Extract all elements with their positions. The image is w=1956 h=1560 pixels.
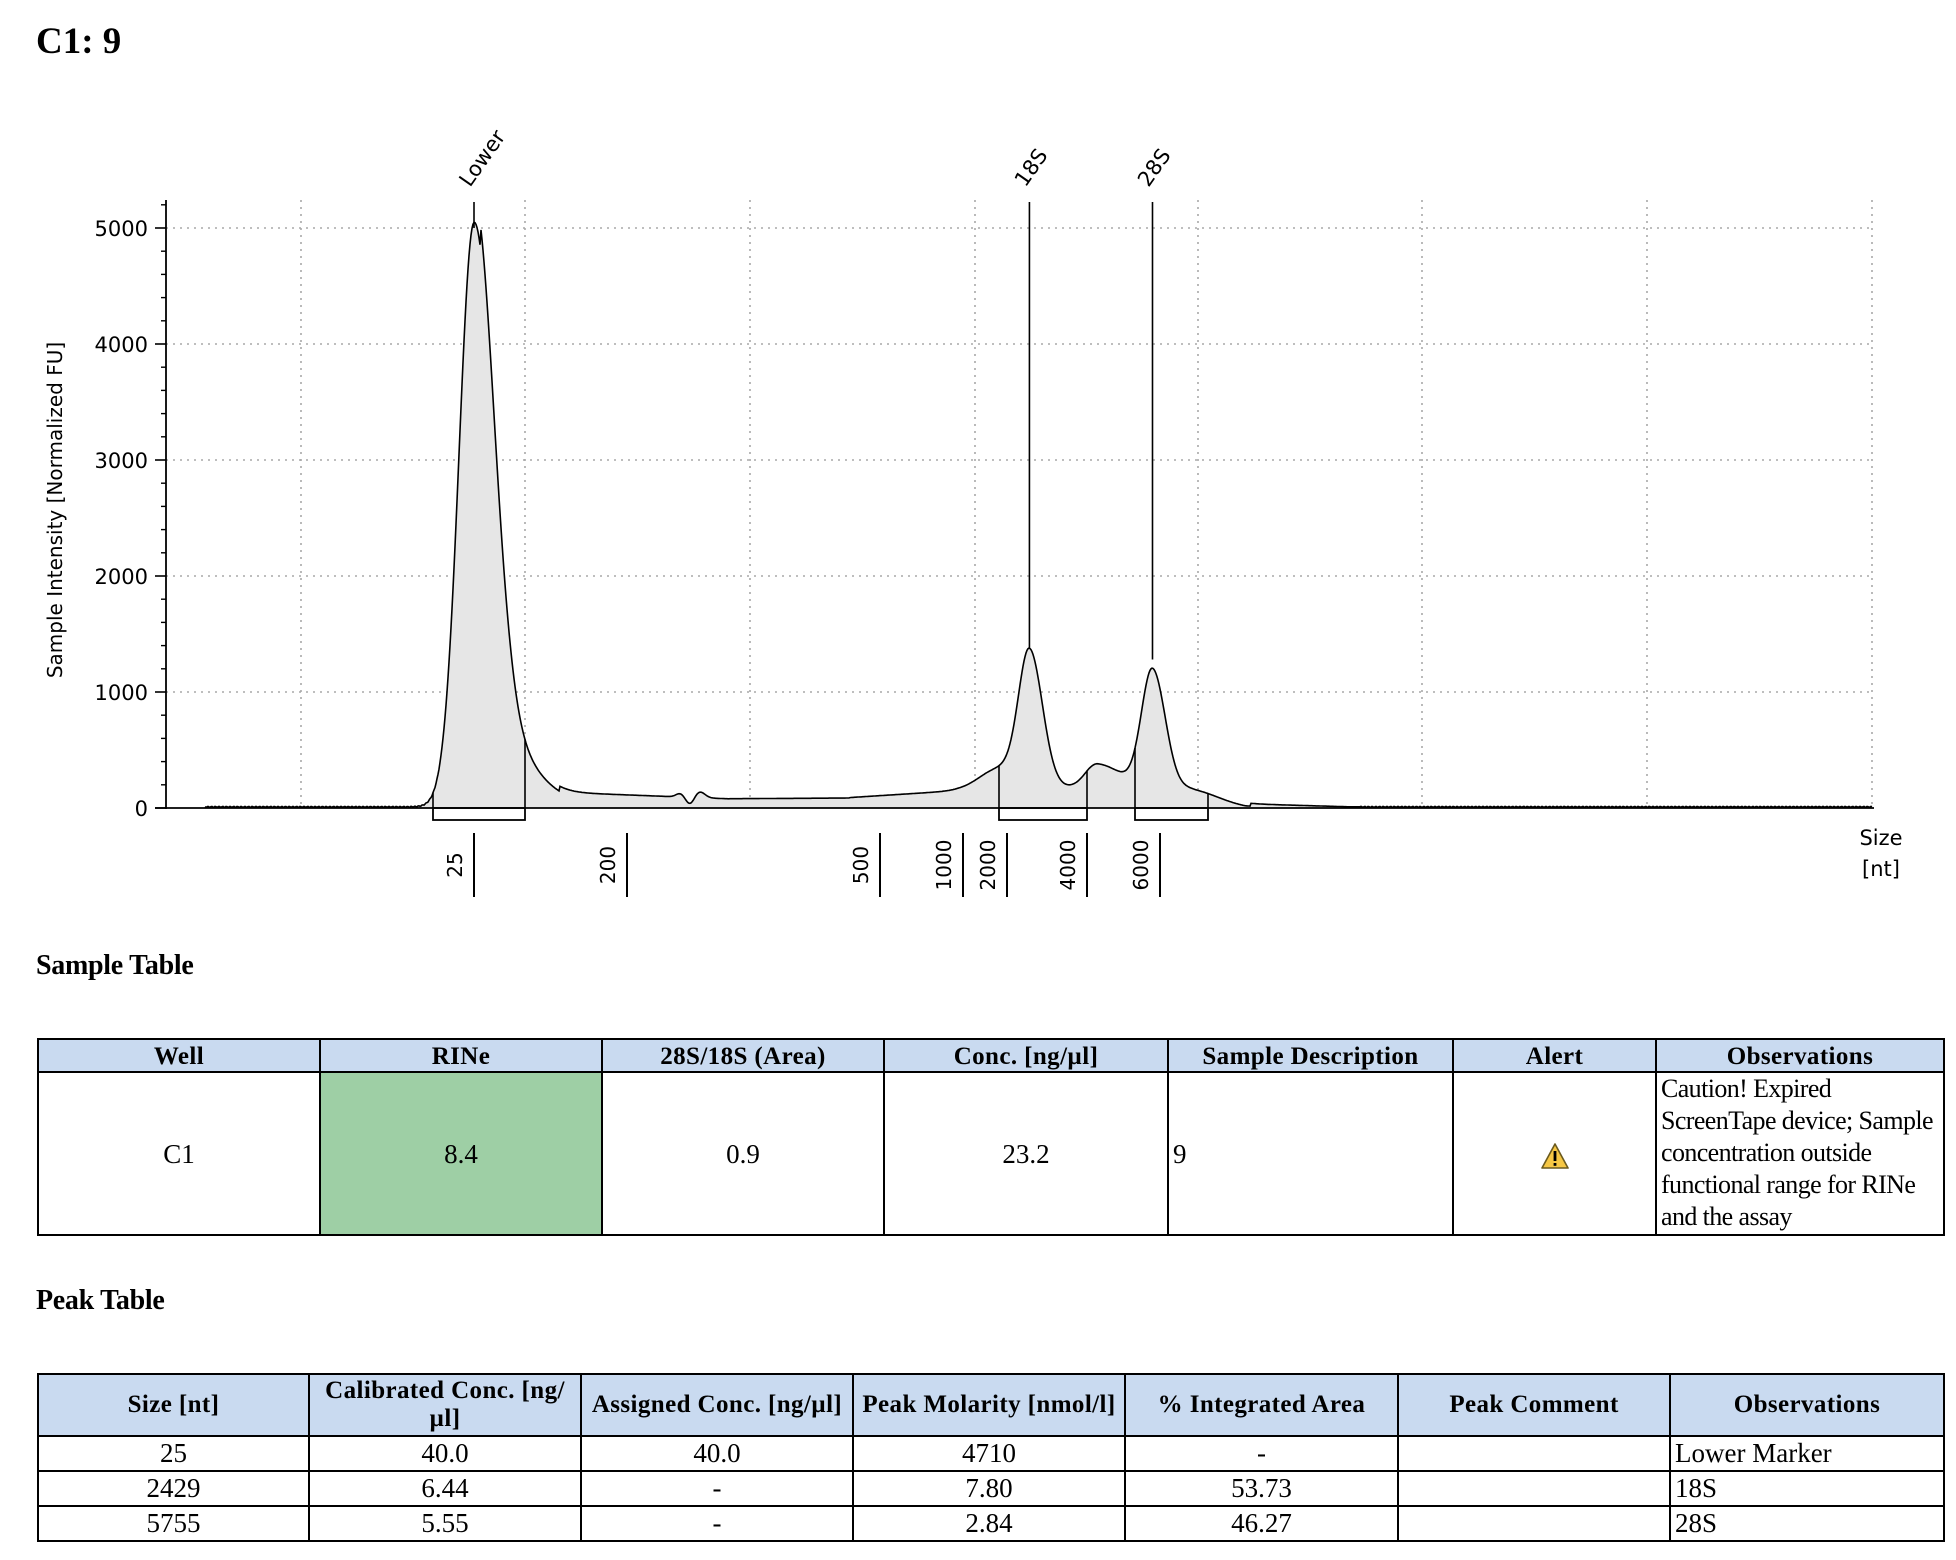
peak-region-bracket (1134, 807, 1209, 821)
col-header-peak-molarity: Peak Molarity [nmol/l] (852, 1373, 1126, 1437)
peak-table-header: Size [nt] Calibrated Conc. [ng/µl] Assig… (37, 1373, 1945, 1437)
electropherogram-chart: 0 1000 2000 3000 4000 5000 Sample Intensity [N… (43, 125, 1903, 897)
sample-table: Well RINe 28S/18S (Area) Conc. [ng/µl] S… (37, 1038, 1945, 1236)
rine-cell: 8.4 (319, 1071, 603, 1236)
x-size-label: 500 (849, 846, 873, 884)
area-cell: - (1124, 1435, 1399, 1472)
peak-table: Size [nt] Calibrated Conc. [ng/µl] Assig… (37, 1373, 1945, 1542)
col-header-ratio: 28S/18S (Area) (601, 1038, 885, 1073)
col-header-observations: Observations (1655, 1038, 1945, 1073)
molarity-cell: 7.80 (852, 1470, 1126, 1507)
peak-label: 18S (1010, 144, 1053, 191)
table-row: 2429 6.44 - 7.80 53.73 18S (37, 1470, 1945, 1507)
calibrated-conc-cell: 40.0 (308, 1435, 582, 1472)
assigned-conc-cell: 40.0 (580, 1435, 854, 1472)
y-tick-label: 1000 (95, 681, 148, 705)
molarity-cell: 4710 (852, 1435, 1126, 1472)
col-header-peak-comment: Peak Comment (1397, 1373, 1671, 1437)
assigned-conc-cell: - (580, 1505, 854, 1542)
peak-label: Lower (454, 125, 510, 191)
peak-label: 28S (1133, 144, 1176, 191)
sample-table-title: Sample Table (36, 950, 194, 981)
peak-table-title: Peak Table (36, 1285, 165, 1316)
table-row: 5755 5.55 - 2.84 46.27 28S (37, 1505, 1945, 1542)
comment-cell (1397, 1470, 1671, 1507)
calibrated-conc-cell: 5.55 (308, 1505, 582, 1542)
x-size-label: 2000 (976, 840, 1000, 891)
observation-cell: 18S (1669, 1470, 1945, 1507)
y-tick-label: 4000 (95, 333, 148, 357)
x-axis-label: [nt] (1862, 857, 1900, 881)
col-header-peak-observations: Observations (1669, 1373, 1945, 1437)
col-header-assigned-conc: Assigned Conc. [ng/µl] (580, 1373, 854, 1437)
area-cell: 53.73 (1124, 1470, 1399, 1507)
observation-cell: 28S (1669, 1505, 1945, 1542)
x-size-label: 25 (443, 852, 467, 877)
x-size-label: 200 (596, 846, 620, 884)
table-row: 25 40.0 40.0 4710 - Lower Marker (37, 1435, 1945, 1472)
col-header-calibrated-conc: Calibrated Conc. [ng/µl] (308, 1373, 582, 1437)
peak-region-bracket (998, 807, 1088, 821)
area-cell: 46.27 (1124, 1505, 1399, 1542)
observation-cell: Lower Marker (1669, 1435, 1945, 1472)
y-tick-label: 0 (135, 797, 148, 821)
calibrated-conc-cell: 6.44 (308, 1470, 582, 1507)
col-header-size: Size [nt] (37, 1373, 310, 1437)
warning-icon (1540, 1143, 1569, 1169)
description-cell: 9 (1167, 1071, 1454, 1236)
y-axis-label: Sample Intensity [Normalized FU] (43, 342, 67, 678)
col-header-rine: RINe (319, 1038, 603, 1073)
ratio-cell: 0.9 (601, 1071, 885, 1236)
y-tick-label: 5000 (95, 217, 148, 241)
col-header-well: Well (37, 1038, 321, 1073)
col-header-integrated-area: % Integrated Area (1124, 1373, 1399, 1437)
trace-line (204, 221, 1873, 809)
col-header-description: Sample Description (1167, 1038, 1454, 1073)
comment-cell (1397, 1505, 1671, 1542)
observations-cell: Caution! Expired ScreenTape device; Samp… (1655, 1071, 1945, 1236)
size-cell: 5755 (37, 1505, 310, 1542)
col-header-conc: Conc. [ng/µl] (883, 1038, 1169, 1073)
page-title: C1: 9 (36, 21, 122, 62)
x-size-label: 1000 (932, 840, 956, 891)
col-header-alert: Alert (1452, 1038, 1657, 1073)
well-cell: C1 (37, 1071, 321, 1236)
table-row: C1 8.4 0.9 23.2 9 Caution! Expired Scree… (37, 1071, 1945, 1236)
x-axis-label: Size (1859, 826, 1902, 850)
comment-cell (1397, 1435, 1671, 1472)
assigned-conc-cell: - (580, 1470, 854, 1507)
peak-region-bracket (432, 807, 526, 821)
x-size-label: 6000 (1129, 840, 1153, 891)
y-tick-label: 3000 (95, 449, 148, 473)
x-size-label: 4000 (1056, 840, 1080, 891)
size-cell: 2429 (37, 1470, 310, 1507)
alert-cell (1452, 1071, 1657, 1236)
trace-fill (205, 222, 1872, 808)
y-tick-label: 2000 (95, 565, 148, 589)
conc-cell: 23.2 (883, 1071, 1169, 1236)
sample-table-header: Well RINe 28S/18S (Area) Conc. [ng/µl] S… (37, 1038, 1945, 1073)
size-cell: 25 (37, 1435, 310, 1472)
molarity-cell: 2.84 (852, 1505, 1126, 1542)
